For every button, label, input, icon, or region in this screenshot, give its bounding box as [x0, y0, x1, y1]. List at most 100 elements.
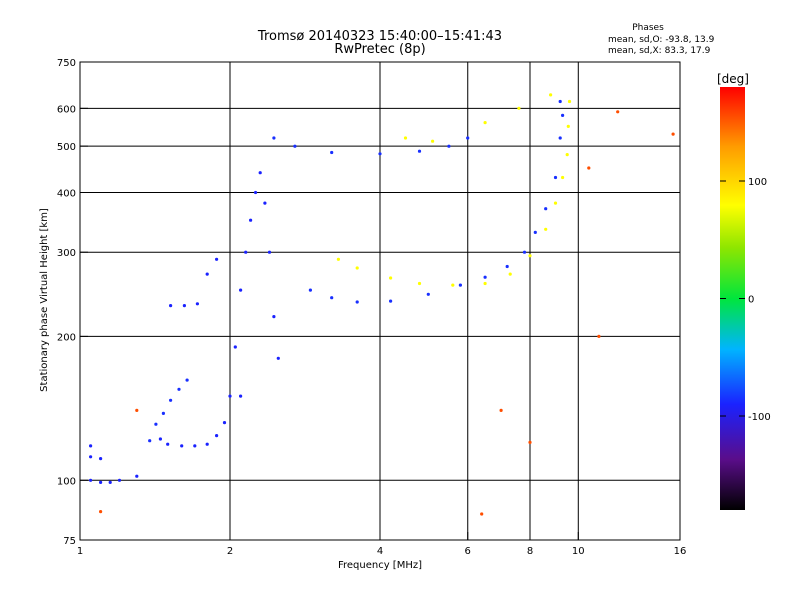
data-point — [544, 227, 548, 231]
data-point — [451, 283, 455, 287]
data-point — [566, 124, 570, 128]
data-point — [616, 110, 620, 114]
data-point — [466, 136, 470, 140]
y-tick-label: 100 — [57, 476, 76, 487]
data-point — [505, 264, 509, 269]
data-point — [483, 281, 487, 286]
series-ramp — [158, 345, 237, 448]
x-tick-label: 4 — [377, 546, 383, 557]
chart-title: Tromsø 20140323 15:40:00–15:41:43 — [257, 29, 502, 44]
data-point — [249, 218, 253, 222]
data-points — [89, 93, 675, 516]
series-x-trace — [336, 99, 572, 287]
data-point — [483, 275, 487, 279]
data-point — [508, 272, 512, 276]
data-point — [205, 272, 209, 276]
x-tick-label: 8 — [527, 546, 533, 557]
data-point — [239, 288, 243, 292]
data-point — [587, 166, 591, 170]
data-point — [389, 276, 393, 280]
data-point — [253, 190, 258, 195]
colorbar-tick-label: -100 — [748, 412, 771, 423]
data-point — [276, 356, 280, 360]
data-point — [258, 171, 262, 175]
data-point — [558, 99, 562, 104]
data-point — [355, 300, 359, 304]
series-f1-cusp — [169, 257, 219, 308]
data-point — [308, 288, 312, 292]
data-point — [561, 113, 565, 117]
y-tick-label: 750 — [57, 58, 76, 69]
data-point — [561, 175, 565, 180]
y-tick-label: 300 — [57, 248, 76, 259]
data-point — [166, 442, 170, 446]
data-point — [272, 136, 276, 140]
data-point — [597, 334, 601, 338]
y-axis-label: Stationary phase Virtual Height [km] — [39, 208, 50, 392]
data-point — [517, 106, 521, 110]
data-point — [553, 201, 558, 205]
data-point — [89, 455, 93, 459]
data-point — [417, 149, 422, 153]
data-point — [567, 99, 572, 104]
y-tick-label: 400 — [57, 188, 76, 199]
phases-heading: Phases — [632, 23, 664, 33]
colorbar-ticks: 100 0 -100 — [720, 177, 771, 423]
data-point — [185, 378, 189, 382]
data-point — [177, 387, 181, 391]
series-e-region-trace — [89, 474, 139, 484]
data-point — [222, 421, 227, 425]
data-point — [263, 201, 267, 205]
data-point — [161, 411, 165, 415]
series-f2-o-trace-high — [272, 136, 470, 156]
data-point — [533, 230, 537, 234]
data-point — [403, 136, 408, 140]
data-point — [499, 408, 503, 412]
data-point — [480, 512, 484, 516]
series-x-trace-upper — [403, 93, 553, 143]
x-axis-label: Frequency [MHz] — [338, 560, 422, 571]
data-point — [158, 437, 162, 441]
data-point — [565, 153, 569, 157]
data-point — [169, 304, 173, 308]
data-point — [522, 250, 527, 254]
data-point — [148, 439, 152, 443]
x-tick-label: 16 — [674, 546, 687, 557]
x-tick-label: 6 — [465, 546, 471, 557]
phases-o-stats: mean, sd,O: -93.8, 13.9 — [608, 35, 715, 45]
data-point — [431, 139, 435, 143]
data-point — [99, 510, 103, 514]
data-point — [426, 292, 430, 296]
data-point — [239, 394, 243, 398]
data-point — [244, 250, 248, 254]
y-tick-label: 200 — [57, 332, 76, 343]
y-axis-ticks: 75 100 200 300 400 500 600 750 — [57, 58, 88, 547]
data-point — [553, 175, 558, 180]
phases-x-stats: mean, sd,X: 83.3, 17.9 — [608, 46, 711, 56]
data-point — [99, 457, 103, 461]
x-tick-label: 10 — [572, 546, 585, 557]
data-point — [169, 398, 173, 402]
data-point — [447, 144, 451, 148]
data-point — [99, 480, 103, 484]
data-point — [458, 283, 462, 287]
data-point — [272, 315, 276, 319]
data-point — [135, 474, 139, 478]
y-tick-label: 75 — [63, 536, 76, 547]
data-point — [135, 408, 139, 412]
data-point — [417, 281, 422, 286]
data-point — [389, 299, 393, 303]
data-point — [549, 93, 553, 97]
data-point — [228, 394, 232, 398]
data-point — [180, 444, 184, 448]
data-point — [89, 478, 93, 482]
data-point — [195, 302, 199, 306]
data-point — [233, 345, 237, 349]
data-point — [330, 150, 334, 155]
data-point — [671, 132, 675, 136]
data-point — [293, 144, 297, 148]
colorbar-tick-label: 0 — [748, 295, 754, 306]
data-point — [108, 480, 112, 484]
